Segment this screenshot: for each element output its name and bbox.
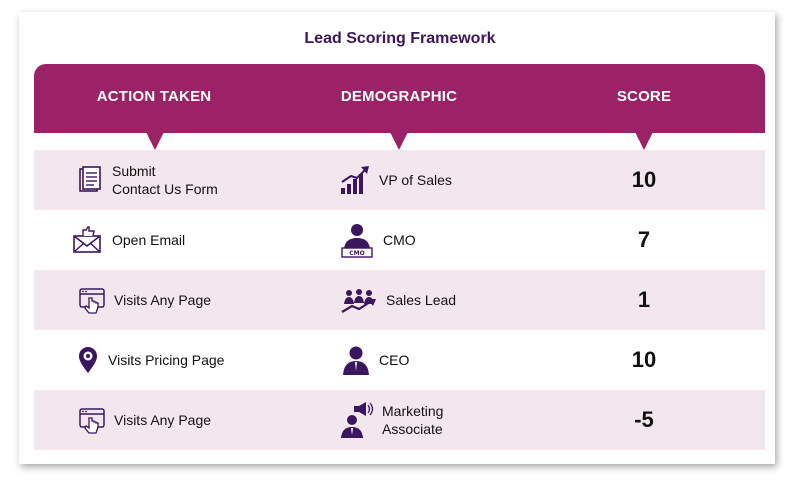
action-cell: Submit Contact Us Form (76, 150, 218, 210)
action-label: Submit Contact Us Form (112, 163, 218, 197)
demographic-cell: Marketing Associate (340, 390, 443, 450)
demographic-label: CEO (379, 352, 410, 368)
location-pin-icon (76, 346, 100, 374)
demographic-cell: CMO CMO (339, 210, 416, 270)
score-value: 10 (631, 347, 657, 372)
demographic-label: VP of Sales (379, 172, 452, 188)
score-value: 1 (637, 287, 651, 312)
action-cell: Visits Any Page (78, 390, 211, 450)
action-label: Visits Any Page (114, 412, 212, 428)
growth-chart-icon (339, 164, 371, 196)
demographic-label: Sales Lead (386, 292, 457, 308)
megaphone-person-icon (340, 400, 374, 440)
demographic-label: Marketing Associate (382, 403, 444, 437)
table-row (34, 330, 765, 390)
table-row (34, 210, 765, 270)
demographic-label: CMO (383, 232, 416, 248)
cmo-person-icon: CMO (339, 222, 375, 258)
page-title: Lead Scoring Framework (304, 30, 496, 47)
svg-text:CMO: CMO (349, 250, 364, 257)
score-value: 10 (631, 167, 657, 192)
column-header-score: SCORE (616, 88, 672, 105)
score-value: 7 (637, 227, 651, 252)
action-cell: Open Email (72, 210, 185, 270)
action-label: Visits Pricing Page (108, 352, 225, 368)
action-label: Visits Any Page (114, 292, 212, 308)
score-value: -5 (634, 407, 654, 432)
action-cell: Visits Pricing Page (76, 330, 224, 390)
table-row (34, 150, 765, 210)
demographic-cell: Sales Lead (340, 270, 456, 330)
person-icon (341, 345, 371, 375)
demographic-cell: CEO (341, 330, 409, 390)
browser-click-icon (78, 286, 106, 314)
header-pointer (145, 130, 165, 150)
action-label: Open Email (112, 232, 186, 248)
table-header (34, 64, 765, 133)
column-header-demographic: DEMOGRAPHIC (340, 88, 458, 105)
column-header-action: ACTION TAKEN (96, 88, 212, 105)
document-icon (76, 166, 104, 194)
table-row (34, 390, 765, 450)
header-pointer (389, 130, 409, 150)
team-growth-icon (340, 286, 378, 314)
browser-click-icon (78, 406, 106, 434)
table-row (34, 270, 765, 330)
email-thumbs-up-icon (72, 226, 104, 254)
header-pointer (634, 130, 654, 150)
action-cell: Visits Any Page (78, 270, 211, 330)
demographic-cell: VP of Sales (339, 150, 452, 210)
